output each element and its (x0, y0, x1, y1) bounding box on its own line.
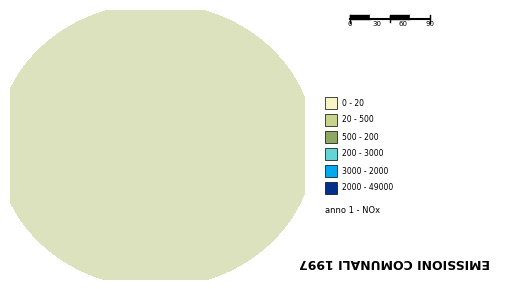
Text: 30: 30 (372, 21, 381, 27)
Bar (325, 97, 337, 109)
Bar (325, 148, 337, 160)
Text: 500 - 200: 500 - 200 (342, 132, 379, 142)
Text: 90: 90 (425, 21, 435, 27)
Text: 200 - 3000: 200 - 3000 (342, 149, 384, 158)
Bar (325, 131, 337, 143)
Text: 0: 0 (348, 21, 352, 27)
Text: 2000 - 49000: 2000 - 49000 (342, 184, 393, 192)
Text: EMISSIONI COMUNALI 1997: EMISSIONI COMUNALI 1997 (299, 256, 490, 269)
Text: 3000 - 2000: 3000 - 2000 (342, 166, 388, 175)
Bar (325, 165, 337, 177)
Text: 20 - 500: 20 - 500 (342, 116, 374, 125)
Text: anno 1 - NOx: anno 1 - NOx (325, 206, 380, 215)
Bar (325, 114, 337, 126)
Bar (325, 182, 337, 194)
Text: 0 - 20: 0 - 20 (342, 99, 364, 108)
Text: 60: 60 (399, 21, 408, 27)
